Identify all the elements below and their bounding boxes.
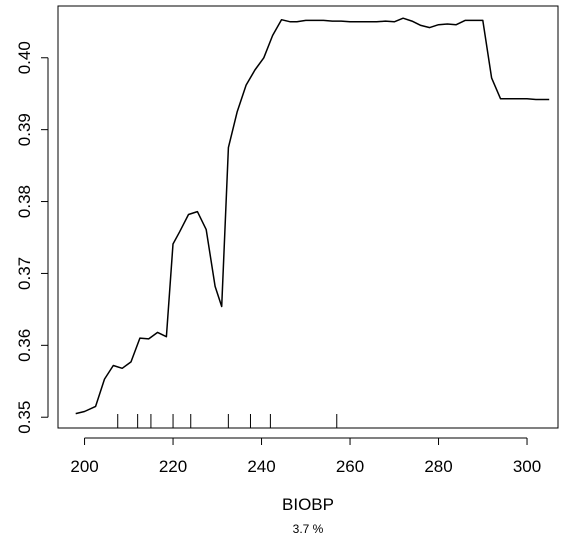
dependence-line: [75, 17, 550, 415]
y-axis: 0.35 0.36 0.37 0.38 0.39 0.40: [15, 41, 49, 434]
y-tick-label: 0.36: [15, 329, 34, 362]
x-tick-label: 280: [424, 457, 452, 476]
chart-subtitle: 3.7 %: [293, 522, 324, 536]
rug-marks: [117, 414, 338, 428]
plot-frame: [57, 5, 559, 429]
x-tick-label: 220: [159, 457, 187, 476]
x-tick-label: 300: [513, 457, 541, 476]
x-axis: 200 220 240 260 280 300: [70, 437, 541, 476]
y-tick-label: 0.35: [15, 401, 34, 434]
x-axis-label: BIOBP: [282, 495, 334, 514]
y-tick-label: 0.40: [15, 41, 34, 74]
x-tick-label: 200: [70, 457, 98, 476]
y-tick-label: 0.39: [15, 113, 34, 146]
y-tick-label: 0.38: [15, 185, 34, 218]
x-tick-label: 240: [247, 457, 275, 476]
x-tick-label: 260: [336, 457, 364, 476]
y-tick-label: 0.37: [15, 257, 34, 290]
